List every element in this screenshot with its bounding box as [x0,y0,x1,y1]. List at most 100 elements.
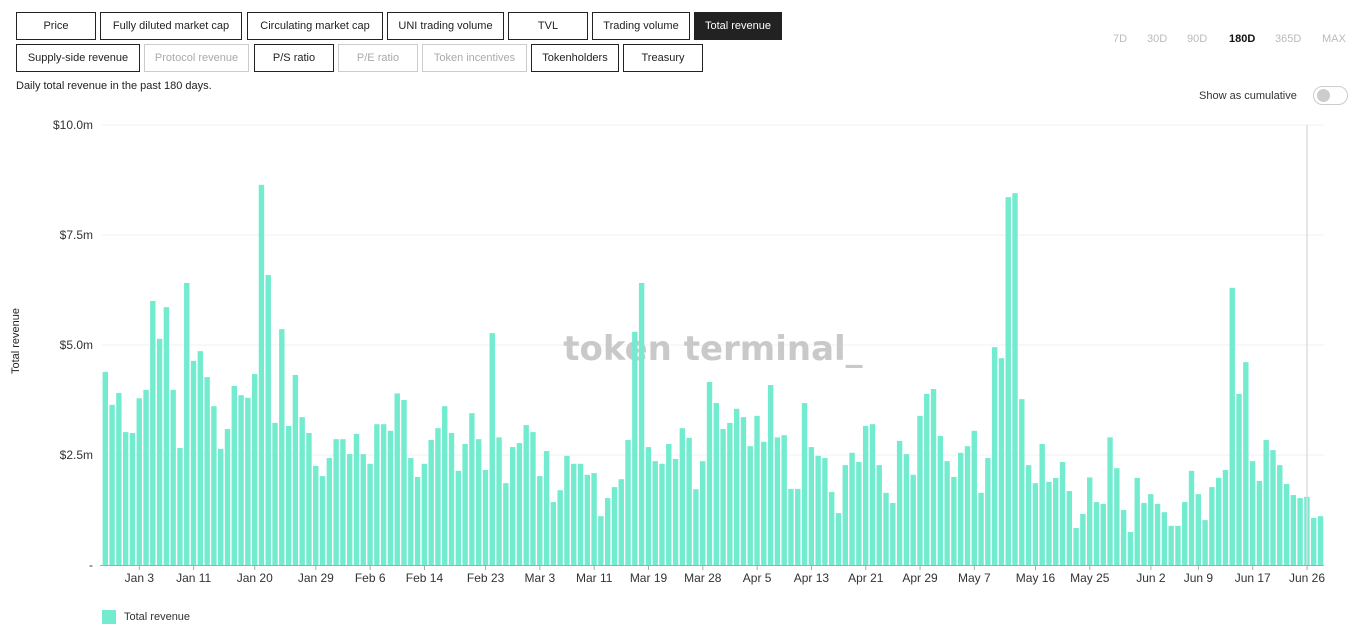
bar[interactable] [1317,516,1324,565]
bar[interactable] [1175,525,1181,565]
bar[interactable] [455,470,462,565]
bar[interactable] [740,417,747,565]
bar[interactable] [1019,399,1025,565]
bar[interactable] [1046,481,1052,565]
bar[interactable] [720,429,726,565]
bar[interactable] [408,458,414,565]
bar[interactable] [1080,513,1086,565]
bar[interactable] [849,452,855,565]
bar[interactable] [1270,450,1276,565]
bar[interactable] [516,443,523,565]
bar[interactable] [571,463,577,565]
bar[interactable] [754,415,760,565]
bar[interactable] [876,465,882,565]
bar[interactable] [1209,487,1215,565]
bar[interactable] [1161,512,1168,565]
bar[interactable] [245,397,251,565]
bar[interactable] [1073,528,1079,565]
bar[interactable] [489,333,495,565]
bar[interactable] [122,432,129,565]
metric-button-p-e-ratio[interactable]: P/E ratio [338,44,418,72]
bar[interactable] [421,463,428,565]
bar[interactable] [1107,437,1113,565]
bar[interactable] [638,282,645,565]
bar[interactable] [978,492,984,565]
bar[interactable] [394,393,400,565]
bar[interactable] [550,502,557,565]
bar[interactable] [129,433,136,565]
bar[interactable] [258,184,265,565]
bar[interactable] [801,403,808,565]
bar[interactable] [428,440,434,565]
metric-button-price[interactable]: Price [16,12,96,40]
metric-button-supply-side-revenue[interactable]: Supply-side revenue [16,44,140,72]
bar[interactable] [143,389,149,565]
bar[interactable] [435,428,441,565]
bar[interactable] [747,446,753,565]
bar[interactable] [829,491,835,565]
metric-button-tokenholders[interactable]: Tokenholders [531,44,619,72]
bar[interactable] [204,377,210,565]
bar[interactable] [788,488,794,565]
bar[interactable] [1311,517,1317,565]
bar[interactable] [170,389,176,565]
bar[interactable] [937,436,944,565]
metric-button-total-revenue[interactable]: Total revenue [694,12,782,40]
bar[interactable] [822,458,828,565]
bar[interactable] [862,425,869,565]
bar[interactable] [815,455,821,565]
bar[interactable] [584,474,590,565]
bar[interactable] [991,347,998,565]
bar[interactable] [211,406,217,565]
bar[interactable] [251,374,258,565]
bar[interactable] [557,490,563,565]
bar[interactable] [1053,477,1059,565]
bar[interactable] [116,392,122,565]
bar[interactable] [998,358,1005,565]
metric-button-uni-trading-volume[interactable]: UNI trading volume [387,12,504,40]
bar[interactable] [102,371,108,565]
bar[interactable] [1134,477,1140,565]
bar[interactable] [930,389,937,565]
bar[interactable] [598,516,604,565]
bar[interactable] [1168,525,1174,565]
bar[interactable] [1202,520,1208,565]
metric-button-fully-diluted-market-cap[interactable]: Fully diluted market cap [100,12,242,40]
bar[interactable] [509,447,516,565]
bar[interactable] [537,476,543,565]
bar[interactable] [1188,470,1195,565]
bar[interactable] [652,461,658,565]
bar[interactable] [414,477,421,565]
bar[interactable] [163,307,170,565]
bar[interactable] [896,440,903,565]
bar[interactable] [1215,477,1222,565]
bar[interactable] [910,474,916,565]
bar[interactable] [374,424,380,565]
metric-button-tvl[interactable]: TVL [508,12,588,40]
bar[interactable] [1093,502,1100,565]
bar[interactable] [543,451,550,565]
bar[interactable] [1249,461,1256,565]
bar[interactable] [238,395,244,565]
bar[interactable] [774,437,781,565]
bar[interactable] [136,398,142,565]
bar[interactable] [387,430,394,565]
bar[interactable] [666,444,672,565]
bar[interactable] [285,425,292,565]
bar[interactable] [299,417,305,565]
bar[interactable] [326,458,333,565]
bar[interactable] [353,433,360,565]
range-7d[interactable]: 7D [1113,33,1128,45]
metric-button-token-incentives[interactable]: Token incentives [422,44,527,72]
bar[interactable] [224,429,231,565]
bar[interactable] [313,466,319,565]
bar[interactable] [184,282,190,565]
bar[interactable] [1012,193,1018,565]
bar[interactable] [659,463,665,565]
bar[interactable] [951,477,957,565]
bar[interactable] [462,444,468,565]
bar[interactable] [1120,510,1127,565]
bar[interactable] [781,435,787,565]
bar[interactable] [611,487,618,565]
bar[interactable] [177,447,183,565]
